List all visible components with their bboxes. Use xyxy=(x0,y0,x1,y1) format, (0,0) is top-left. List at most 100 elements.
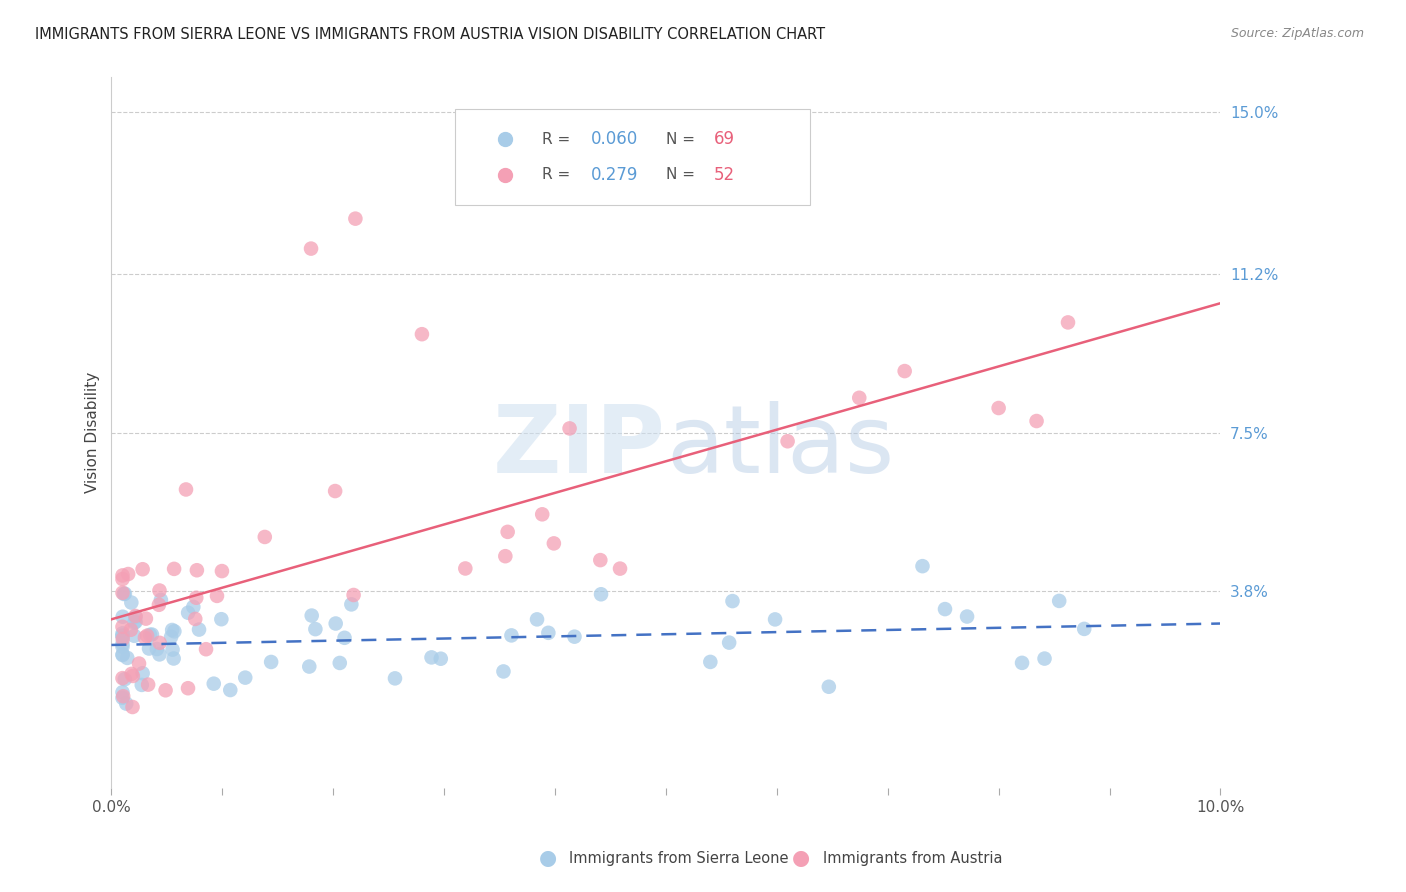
Text: ZIP: ZIP xyxy=(494,401,666,492)
Point xyxy=(186,591,208,605)
Text: R =: R = xyxy=(541,168,575,182)
Text: N =: N = xyxy=(666,132,700,147)
Point xyxy=(120,596,142,610)
Point xyxy=(121,700,143,714)
Point xyxy=(304,622,326,636)
Point xyxy=(136,629,159,643)
Text: ●: ● xyxy=(793,848,810,868)
Point xyxy=(111,586,134,600)
Point xyxy=(411,327,433,342)
Text: Immigrants from Sierra Leone: Immigrants from Sierra Leone xyxy=(569,851,789,865)
Point xyxy=(340,598,363,612)
Point xyxy=(146,642,169,657)
Point xyxy=(1033,651,1056,665)
Point xyxy=(111,620,134,634)
Point xyxy=(162,642,184,657)
Point xyxy=(160,623,183,637)
Text: N =: N = xyxy=(666,168,700,182)
Point xyxy=(496,524,519,539)
Text: atlas: atlas xyxy=(666,401,894,492)
Point xyxy=(121,666,143,681)
Point xyxy=(721,594,744,608)
Point xyxy=(384,671,406,685)
Point xyxy=(183,599,205,614)
Point xyxy=(111,568,134,582)
Point xyxy=(134,631,156,645)
Point xyxy=(501,628,523,642)
Point xyxy=(111,690,134,705)
Point xyxy=(124,615,146,630)
Text: IMMIGRANTS FROM SIERRA LEONE VS IMMIGRANTS FROM AUSTRIA VISION DISABILITY CORREL: IMMIGRANTS FROM SIERRA LEONE VS IMMIGRAN… xyxy=(35,27,825,42)
Point xyxy=(120,623,142,637)
Point xyxy=(155,683,177,698)
Point xyxy=(124,615,146,629)
Point xyxy=(420,650,443,665)
Point xyxy=(342,588,364,602)
Point xyxy=(111,637,134,651)
Point xyxy=(344,211,367,226)
Point xyxy=(333,631,356,645)
Point xyxy=(934,602,956,616)
Point xyxy=(558,421,581,435)
Point xyxy=(177,606,200,620)
Point xyxy=(111,648,134,662)
Point xyxy=(543,536,565,550)
Point xyxy=(526,612,548,626)
Point xyxy=(131,562,153,576)
Text: Immigrants from Austria: Immigrants from Austria xyxy=(823,851,1002,865)
Point xyxy=(219,683,242,698)
Point xyxy=(323,484,346,499)
Point xyxy=(589,553,612,567)
Point xyxy=(111,632,134,646)
Text: ●: ● xyxy=(540,848,557,868)
Point xyxy=(205,589,228,603)
Point xyxy=(1025,414,1047,428)
Point xyxy=(299,242,322,256)
Point xyxy=(184,612,207,626)
Point xyxy=(253,530,276,544)
Point xyxy=(124,610,146,624)
Point xyxy=(174,483,197,497)
Point xyxy=(911,559,934,574)
Point xyxy=(211,564,233,578)
Point xyxy=(564,630,586,644)
Point xyxy=(301,608,323,623)
Text: 0.060: 0.060 xyxy=(591,130,638,148)
Point xyxy=(298,659,321,673)
Point xyxy=(209,612,232,626)
Point xyxy=(112,587,135,601)
Point xyxy=(135,612,157,626)
Point xyxy=(494,549,516,564)
Point xyxy=(817,680,839,694)
Point xyxy=(115,697,138,711)
Point xyxy=(117,567,139,582)
Point xyxy=(138,641,160,656)
Point xyxy=(454,561,477,575)
Point xyxy=(148,583,170,598)
Text: 52: 52 xyxy=(714,166,735,184)
Point xyxy=(131,666,153,681)
Y-axis label: Vision Disability: Vision Disability xyxy=(86,372,100,493)
Point xyxy=(149,636,172,650)
Point xyxy=(1057,315,1080,329)
Point xyxy=(111,629,134,643)
Point xyxy=(111,609,134,624)
Point xyxy=(139,628,162,642)
Point xyxy=(1047,594,1070,608)
FancyBboxPatch shape xyxy=(456,110,810,205)
Point xyxy=(111,648,134,662)
Point xyxy=(188,623,211,637)
Text: R =: R = xyxy=(541,132,575,147)
Point xyxy=(141,627,163,641)
Point xyxy=(893,364,915,378)
Point xyxy=(117,651,139,665)
Point xyxy=(718,635,741,649)
Point xyxy=(325,616,347,631)
Point xyxy=(163,562,186,576)
Point xyxy=(124,629,146,643)
Point xyxy=(177,681,200,696)
Point xyxy=(1011,656,1033,670)
Point xyxy=(114,672,136,686)
Point xyxy=(531,508,554,522)
Point xyxy=(848,391,870,405)
